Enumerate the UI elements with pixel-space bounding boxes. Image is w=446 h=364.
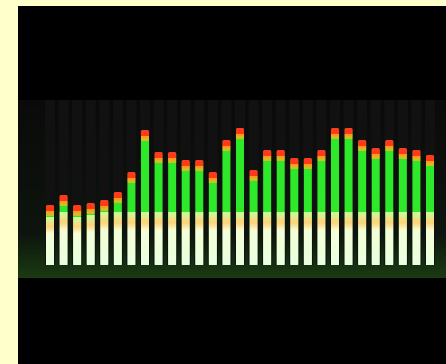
bar-lower bbox=[155, 212, 163, 265]
bar-cap-fade bbox=[385, 146, 393, 151]
bar-cap-fade bbox=[290, 164, 298, 169]
bar-lower bbox=[385, 212, 393, 265]
bar-lower bbox=[331, 212, 339, 265]
bar-lower bbox=[345, 212, 353, 265]
bar-lower bbox=[209, 212, 217, 265]
bar-cap-fade bbox=[127, 178, 135, 183]
photo bbox=[0, 0, 446, 364]
bar-cap-fade bbox=[358, 146, 366, 151]
bar-cap-fade bbox=[209, 178, 217, 183]
bar-lower bbox=[87, 215, 95, 265]
bar-cap-fade bbox=[372, 154, 380, 159]
bar-cap-fade bbox=[100, 206, 108, 211]
bar-cap-fade bbox=[141, 136, 149, 141]
bar-lower bbox=[100, 212, 108, 265]
page: (() => { const data = JSON.parse(documen… bbox=[0, 0, 446, 364]
bar-cap-fade bbox=[168, 158, 176, 163]
bar-lower bbox=[263, 212, 271, 265]
bar-cap-fade bbox=[155, 158, 163, 163]
bar-lower bbox=[317, 212, 325, 265]
bar-lower bbox=[372, 212, 380, 265]
bar-lower bbox=[277, 212, 285, 265]
bar-lower bbox=[236, 212, 244, 265]
bar-lower bbox=[290, 212, 298, 265]
bar-cap-fade bbox=[236, 134, 244, 139]
bar-cap-fade bbox=[250, 176, 258, 181]
bar-cap-fade bbox=[114, 198, 122, 203]
level-bars bbox=[45, 100, 435, 265]
bar-cap-fade bbox=[345, 134, 353, 139]
bar-cap-fade bbox=[331, 134, 339, 139]
bar-cap-fade bbox=[277, 156, 285, 161]
bar-lower bbox=[426, 212, 434, 265]
bar-lower bbox=[60, 212, 68, 265]
bar-cap-fade bbox=[182, 166, 190, 171]
bar-cap-fade bbox=[399, 154, 407, 159]
bar-lower bbox=[412, 212, 420, 265]
bar-lower bbox=[195, 212, 203, 265]
bar-lower bbox=[399, 212, 407, 265]
bar-cap-fade bbox=[304, 164, 312, 169]
bar-lower bbox=[304, 212, 312, 265]
bar-lower bbox=[250, 212, 258, 265]
bar-cap-fade bbox=[222, 146, 230, 151]
bar-lower bbox=[73, 217, 81, 265]
bar-cap-fade bbox=[426, 161, 434, 166]
bar-lower bbox=[127, 212, 135, 265]
bar-lower bbox=[46, 217, 54, 265]
bar-cap-fade bbox=[317, 156, 325, 161]
bar-lower bbox=[141, 212, 149, 265]
bar-lower bbox=[222, 212, 230, 265]
display-panel bbox=[18, 100, 446, 278]
bar-lower bbox=[358, 212, 366, 265]
bar-lower bbox=[114, 212, 122, 265]
bar-lower bbox=[168, 212, 176, 265]
bar-cap-fade bbox=[263, 156, 271, 161]
bar-cap-fade bbox=[412, 156, 420, 161]
bar-cap-fade bbox=[60, 201, 68, 206]
bar-lower bbox=[182, 212, 190, 265]
bar-cap-fade bbox=[87, 209, 95, 214]
bar-cap-fade bbox=[73, 211, 81, 216]
bar-cap-fade bbox=[46, 211, 54, 216]
bar-cap-fade bbox=[195, 166, 203, 171]
